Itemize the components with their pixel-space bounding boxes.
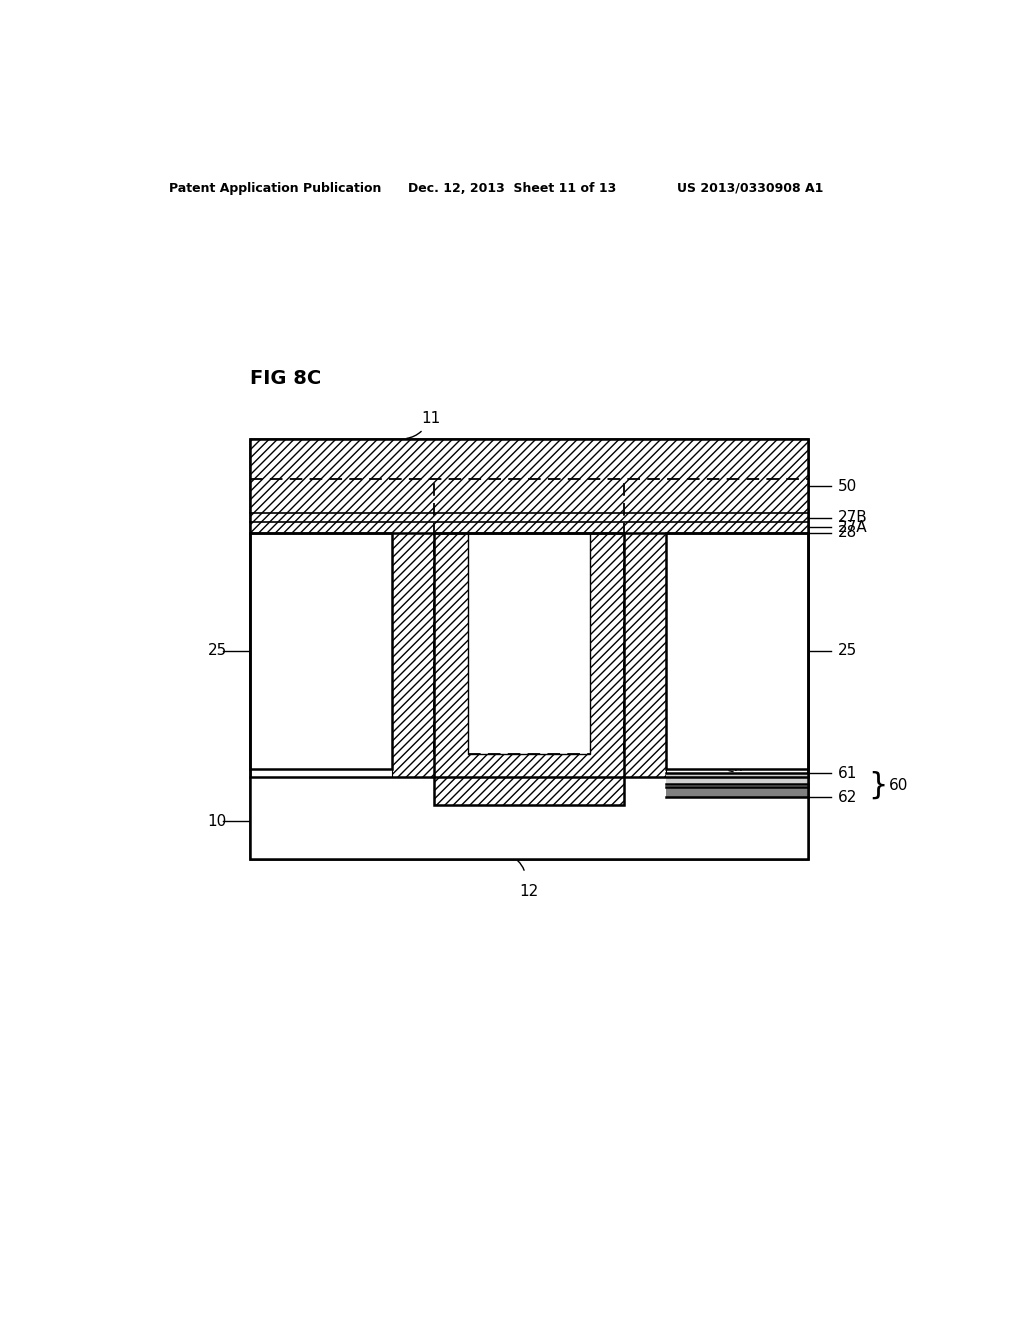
- Text: 28: 28: [838, 525, 857, 540]
- Text: n⁻: n⁻: [311, 642, 331, 660]
- Text: }: }: [868, 771, 888, 800]
- Bar: [250, 777, 808, 859]
- Bar: [434, 532, 624, 805]
- Bar: [392, 532, 666, 859]
- Bar: [434, 532, 624, 805]
- Bar: [250, 532, 392, 768]
- Bar: [250, 440, 808, 532]
- Text: 25: 25: [838, 643, 857, 659]
- Text: 25: 25: [208, 643, 226, 659]
- Bar: [468, 532, 591, 754]
- Bar: [666, 774, 808, 784]
- Text: n⁺: n⁺: [728, 814, 745, 829]
- Text: 11: 11: [421, 412, 440, 426]
- Bar: [666, 532, 808, 768]
- Bar: [250, 532, 392, 768]
- Text: n⁻: n⁻: [727, 642, 746, 660]
- Text: 61: 61: [838, 766, 857, 780]
- Text: n⁺: n⁺: [311, 812, 331, 830]
- Text: 10: 10: [208, 814, 226, 829]
- Text: 27B: 27B: [838, 510, 867, 525]
- Text: 62: 62: [838, 789, 857, 805]
- Text: n⁺: n⁺: [733, 760, 750, 774]
- Bar: [250, 440, 808, 859]
- Text: Dec. 12, 2013  Sheet 11 of 13: Dec. 12, 2013 Sheet 11 of 13: [408, 182, 616, 194]
- Text: US 2013/0330908 A1: US 2013/0330908 A1: [677, 182, 823, 194]
- Text: Patent Application Publication: Patent Application Publication: [169, 182, 381, 194]
- Bar: [250, 440, 808, 859]
- Bar: [666, 787, 808, 797]
- Bar: [666, 532, 808, 768]
- Text: p⁺: p⁺: [727, 820, 746, 837]
- Text: FIG 8C: FIG 8C: [250, 368, 322, 388]
- Text: 27A: 27A: [838, 520, 867, 535]
- Bar: [468, 532, 591, 754]
- Bar: [250, 777, 392, 859]
- Text: 60: 60: [889, 777, 908, 793]
- Text: 12: 12: [520, 884, 539, 899]
- Text: 50: 50: [838, 479, 857, 494]
